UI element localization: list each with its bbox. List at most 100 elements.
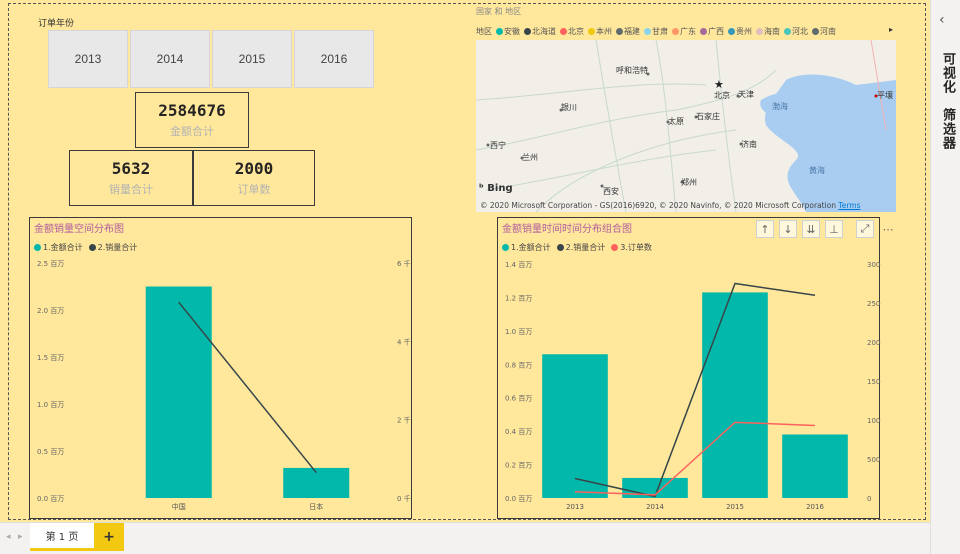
city-xian: 西安 bbox=[603, 186, 619, 196]
map-legend-item[interactable]: 海南 bbox=[756, 26, 780, 37]
map-legend-item[interactable]: 河南 bbox=[812, 26, 836, 37]
y-right-tick-label: 0 bbox=[867, 495, 871, 503]
legend-dot-icon bbox=[784, 27, 791, 35]
legend-dot-icon bbox=[502, 244, 509, 251]
legend-dot-icon bbox=[728, 27, 735, 35]
y-left-tick-label: 0.5 百万 bbox=[37, 448, 64, 456]
add-page-button[interactable]: + bbox=[94, 523, 124, 551]
time-chart-svg: 0.0 百万 0.2 百万 0.4 百万 0.6 百万 0.8 百万 1.0 百万 1.2 … bbox=[505, 261, 881, 511]
sales-value: 5632 bbox=[111, 159, 151, 178]
legend-dot-icon bbox=[812, 27, 819, 35]
city-xining: 西宁 bbox=[490, 140, 506, 150]
slicer-title: 订单年份 bbox=[38, 19, 75, 29]
legend-dot-icon bbox=[560, 27, 567, 35]
legend-item[interactable]: 1.金额合计 bbox=[34, 242, 83, 253]
y-left-tick-label: 1.4 百万 bbox=[505, 261, 532, 269]
y-right-tick-label: 2000 bbox=[867, 339, 881, 347]
orders-card[interactable]: 2000 订单数 bbox=[193, 150, 315, 206]
filters-pane-tab[interactable]: 筛选器 bbox=[940, 108, 955, 150]
map-header: 国家 和 地区 bbox=[476, 7, 522, 16]
x-tick-label: 2013 bbox=[566, 503, 584, 511]
x-tick-label: 2016 bbox=[806, 503, 824, 511]
bohai-label: 渤海 bbox=[772, 101, 788, 111]
next-page-icon[interactable]: ▸ bbox=[18, 532, 23, 542]
map-legend-item[interactable]: 福建 bbox=[616, 26, 640, 37]
y-left-tick-label: 0.6 百万 bbox=[505, 395, 532, 403]
map-legend-item[interactable]: 北京 bbox=[560, 26, 584, 37]
year-2016-button[interactable]: 2016 bbox=[294, 30, 374, 88]
legend-item[interactable]: 2.销量合计 bbox=[556, 242, 605, 253]
legend-item[interactable]: 1.金额合计 bbox=[502, 242, 551, 253]
city-zhengzhou: 郑州 bbox=[681, 177, 697, 187]
orders-label: 订单数 bbox=[237, 183, 271, 196]
city-yinchuan: 银川 bbox=[561, 102, 577, 112]
collapse-pane-icon[interactable]: ‹ bbox=[939, 12, 945, 28]
expand-all-icon[interactable]: ⇊ bbox=[802, 220, 820, 238]
focus-mode-icon[interactable]: ⤢ bbox=[856, 220, 874, 238]
legend-item[interactable]: 3.订单数 bbox=[611, 242, 652, 253]
amount-card[interactable]: 2584676 金额合计 bbox=[135, 92, 249, 148]
year-2015-button[interactable]: 2015 bbox=[212, 30, 292, 88]
map-visual[interactable]: 呼和浩特 ★ 北京 天津 银川 太原 石家庄 渤海 济南 西宁 兰州 郑州 西安 … bbox=[476, 40, 896, 212]
hierarchy-icon[interactable]: ⊥ bbox=[825, 220, 843, 238]
map-legend-item[interactable]: 北海道 bbox=[524, 26, 556, 37]
legend-next-icon[interactable]: ▸ bbox=[889, 25, 894, 34]
legend-dot-icon bbox=[756, 27, 763, 35]
spatial-chart[interactable]: 金额销量空间分布图 1.金额合计 2.销量合计 0.0 百万 0.5 百万 1.0 百… bbox=[29, 217, 412, 519]
y-right-tick-label: 1000 bbox=[867, 417, 881, 425]
visualizations-pane-tab[interactable]: 可视化 bbox=[940, 52, 955, 94]
map-legend-item[interactable]: 广西 bbox=[700, 26, 724, 37]
legend-dot-icon bbox=[34, 244, 41, 251]
y-left-tick-label: 0.8 百万 bbox=[505, 361, 532, 369]
amount-value: 2584676 bbox=[158, 101, 226, 120]
bing-logo: ᵇ Bing bbox=[479, 183, 513, 194]
bar bbox=[542, 354, 608, 498]
series-line bbox=[574, 421, 816, 496]
drill-up-icon[interactable]: ↑ bbox=[756, 220, 774, 238]
city-pyongyang: 平壤 bbox=[877, 90, 893, 100]
y-right-tick-label: 6 千 bbox=[397, 259, 411, 268]
city-tianjin: 天津 bbox=[738, 89, 754, 99]
spatial-chart-legend: 1.金额合计 2.销量合计 bbox=[34, 242, 137, 253]
year-2013-button[interactable]: 2013 bbox=[48, 30, 128, 88]
y-left-tick-label: 2.5 百万 bbox=[37, 260, 64, 268]
y-left-tick-label: 0.0 百万 bbox=[505, 495, 532, 503]
time-chart[interactable]: 金额销量时间时间分布组合图 1.金额合计 2.销量合计 3.订单数 0.0 百万 0.… bbox=[497, 217, 881, 519]
y-right-tick-label: 2 千 bbox=[397, 416, 411, 425]
map-legend-item[interactable]: 安徽 bbox=[496, 26, 520, 37]
map-legend: 地区 安徽 北海道 北京 本州 福建 甘肃 广东 广西 贵州 海南 河北 河南 bbox=[476, 25, 896, 37]
map-legend-item[interactable]: 甘肃 bbox=[644, 26, 668, 37]
map-legend-item[interactable]: 贵州 bbox=[728, 26, 752, 37]
y-left-tick-label: 1.0 百万 bbox=[37, 401, 64, 409]
page-tab-1[interactable]: 第 1 页 bbox=[30, 523, 94, 551]
time-chart-legend: 1.金额合计 2.销量合计 3.订单数 bbox=[502, 242, 652, 253]
map-legend-item[interactable]: 本州 bbox=[588, 26, 612, 37]
selection-frame bbox=[8, 3, 926, 520]
more-options-icon[interactable]: ⋯ bbox=[882, 222, 894, 236]
spatial-chart-svg: 0.0 百万 0.5 百万 1.0 百万 1.5 百万 2.0 百万 2.5 百万 0 千 2… bbox=[37, 259, 411, 511]
series-line bbox=[574, 282, 816, 498]
drill-down-icon[interactable]: ↓ bbox=[779, 220, 797, 238]
y-left-tick-label: 0.4 百万 bbox=[505, 428, 532, 436]
y-right-tick-label: 3000 bbox=[867, 261, 881, 269]
map-legend-label: 地区 bbox=[476, 26, 492, 36]
y-left-tick-label: 0.0 百万 bbox=[37, 495, 64, 503]
map-legend-item[interactable]: 广东 bbox=[672, 26, 696, 37]
svg-text:★: ★ bbox=[714, 78, 724, 91]
map-svg: 呼和浩特 ★北京 天津 银川 太原 石家庄 渤海 济南 西宁 兰州 郑州 西安 … bbox=[476, 40, 896, 212]
city-beijing: 北京 bbox=[714, 90, 730, 100]
legend-dot-icon bbox=[588, 27, 595, 35]
prev-page-icon[interactable]: ◂ bbox=[6, 532, 11, 542]
city-lanzhou: 兰州 bbox=[522, 152, 538, 162]
terms-link[interactable]: Terms bbox=[838, 201, 861, 210]
y-left-tick-label: 1.0 百万 bbox=[505, 328, 532, 336]
x-tick-label: 日本 bbox=[309, 502, 323, 511]
sales-card[interactable]: 5632 销量合计 bbox=[69, 150, 193, 206]
year-2014-button[interactable]: 2014 bbox=[130, 30, 210, 88]
y-right-tick-label: 500 bbox=[867, 456, 880, 464]
time-chart-title: 金额销量时间时间分布组合图 bbox=[502, 224, 632, 235]
map-legend-item[interactable]: 河北 bbox=[784, 26, 808, 37]
city-taiyuan: 太原 bbox=[668, 116, 684, 126]
amount-label: 金额合计 bbox=[170, 125, 214, 138]
legend-item[interactable]: 2.销量合计 bbox=[88, 242, 137, 253]
